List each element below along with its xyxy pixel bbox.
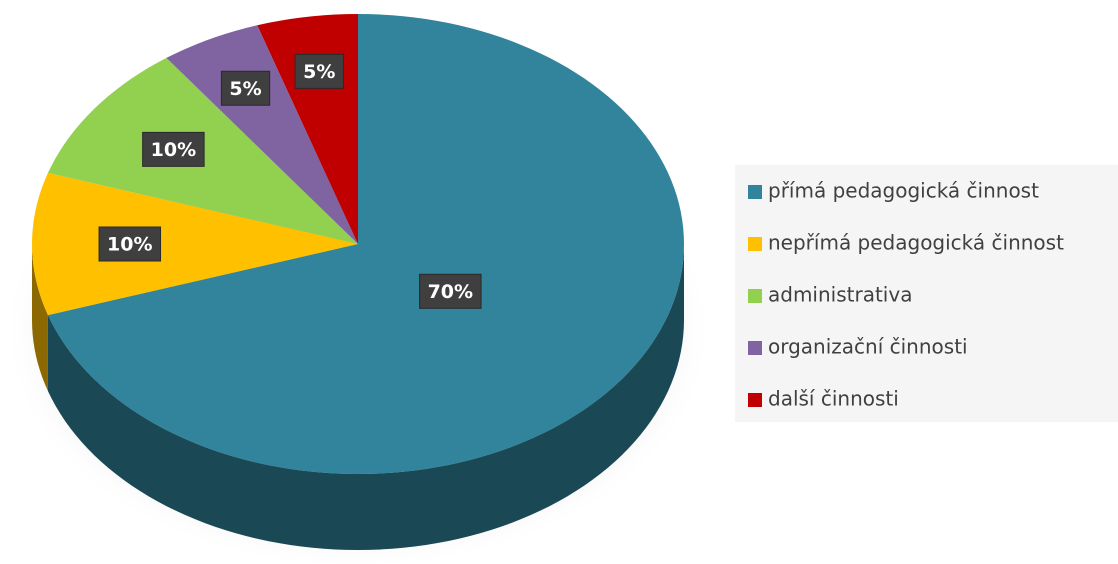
data-label-text: 10% xyxy=(151,139,196,161)
data-label-text: 70% xyxy=(428,281,473,303)
data-label: 10% xyxy=(142,131,205,167)
legend-swatch xyxy=(748,237,762,251)
legend-label: nepřímá pedagogická činnost xyxy=(768,231,1064,255)
data-label-box xyxy=(220,70,271,106)
data-label: 70% xyxy=(419,273,482,309)
slice-side xyxy=(47,244,685,550)
legend-swatch xyxy=(748,341,762,355)
slice xyxy=(32,172,359,316)
data-label-box xyxy=(142,131,205,167)
data-label-text: 5% xyxy=(229,78,261,100)
data-label-box xyxy=(419,273,482,309)
data-label: 5% xyxy=(294,53,344,89)
legend-label: přímá pedagogická činnost xyxy=(768,179,1039,203)
legend-swatch xyxy=(748,393,762,407)
legend-panel xyxy=(735,165,1118,422)
legend-swatch xyxy=(748,185,762,199)
legend-label: organizační činnosti xyxy=(768,335,968,359)
slice xyxy=(47,14,685,474)
slice-side xyxy=(32,244,48,392)
data-label: 5% xyxy=(220,70,271,106)
data-label-box xyxy=(98,226,162,262)
data-label-text: 10% xyxy=(107,234,152,256)
data-label-box xyxy=(294,53,344,89)
legend-swatch xyxy=(748,289,762,303)
data-label-text: 5% xyxy=(303,61,335,83)
data-label: 10% xyxy=(98,226,162,262)
slice xyxy=(166,25,358,244)
legend-label: další činnosti xyxy=(768,387,899,411)
legend-label: administrativa xyxy=(768,283,912,307)
